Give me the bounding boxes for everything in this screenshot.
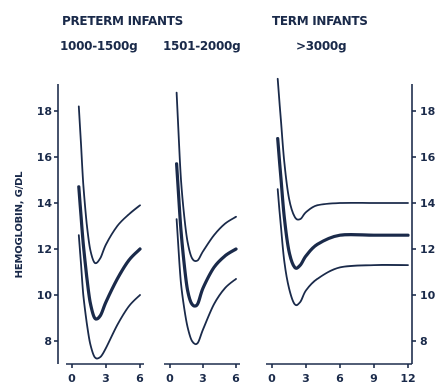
group-1000-1500-label: 1000-1500g xyxy=(60,39,137,53)
y-tick-label-right-10: 10 xyxy=(420,289,436,302)
panel-3: 0 3 6 9 12 xyxy=(266,77,416,385)
x-tick-label-p3-6: 6 xyxy=(336,372,344,385)
y-tick-label-left-18: 18 xyxy=(37,105,52,118)
curve-p2-upper xyxy=(175,91,237,262)
curve-p1-lower xyxy=(77,234,141,360)
y-axis-label: HEMOGLOBIN, G/DL xyxy=(14,171,25,279)
term-header: TERM INFANTS xyxy=(272,14,368,28)
panel-1: 0 3 6 xyxy=(66,105,144,385)
curve-p1-upper xyxy=(77,105,141,265)
y-tick-label-left-12: 12 xyxy=(37,243,52,256)
y-tick-label-right-16: 16 xyxy=(420,151,436,164)
curve-p3-lower xyxy=(276,188,409,307)
x-tick-label-p2-0: 0 xyxy=(166,372,174,385)
curve-p3-mean xyxy=(276,137,410,270)
curve-p2-mean xyxy=(175,162,238,308)
group-1501-2000-label: 1501-2000g xyxy=(163,39,240,53)
y-tick-label-right-18: 18 xyxy=(420,105,435,118)
x-tick-label-p3-9: 9 xyxy=(370,372,378,385)
x-tick-label-p2-3: 3 xyxy=(199,372,207,385)
panels-group: 0 3 6 0 3 6 0 3 6 9 12 xyxy=(66,77,416,385)
axes-group: 8 10 12 14 16 18 8 10 12 14 16 18 xyxy=(37,84,436,364)
y-tick-label-left-10: 10 xyxy=(37,289,53,302)
curve-p1-mean xyxy=(77,185,142,321)
x-tick-label-p2-6: 6 xyxy=(232,372,240,385)
y-tick-label-left-8: 8 xyxy=(44,335,52,348)
preterm-header: PRETERM INFANTS xyxy=(62,14,183,28)
group-3000-label: >3000g xyxy=(296,39,346,53)
y-tick-label-right-14: 14 xyxy=(420,197,436,210)
x-tick-label-p3-3: 3 xyxy=(302,372,310,385)
curve-p2-lower xyxy=(175,218,237,346)
x-tick-label-p3-0: 0 xyxy=(268,372,276,385)
y-tick-label-right-12: 12 xyxy=(420,243,435,256)
x-tick-label-p3-12: 12 xyxy=(400,372,415,385)
panel-2: 0 3 6 xyxy=(164,91,240,385)
curve-p3-upper xyxy=(276,77,409,221)
y-tick-label-left-14: 14 xyxy=(37,197,53,210)
y-tick-label-left-16: 16 xyxy=(37,151,53,164)
x-tick-label-p1-3: 3 xyxy=(102,372,110,385)
x-tick-label-p1-6: 6 xyxy=(136,372,144,385)
y-tick-label-right-8: 8 xyxy=(420,335,428,348)
x-tick-label-p1-0: 0 xyxy=(68,372,76,385)
